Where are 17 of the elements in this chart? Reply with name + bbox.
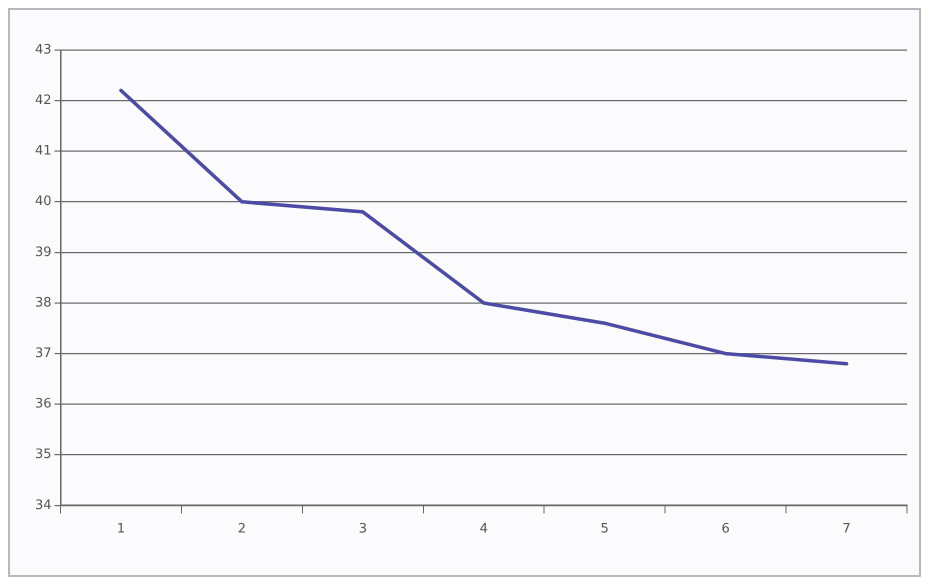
y-tick-label: 38 (34, 295, 52, 310)
y-tick-label: 42 (34, 92, 52, 108)
x-tick-label: 6 (721, 522, 730, 537)
y-tick-label: 36 (34, 396, 52, 412)
y-tick-label: 40 (34, 194, 52, 210)
x-tick-label: 4 (480, 522, 488, 537)
y-tick-label: 39 (34, 244, 52, 260)
x-tick-label: 5 (600, 522, 609, 537)
y-tick-label: 34 (34, 498, 52, 513)
x-tick-label: 7 (842, 522, 851, 537)
x-tick-label: 2 (238, 522, 246, 537)
x-tick-label: 3 (358, 522, 367, 537)
y-tick-label: 37 (34, 346, 52, 361)
y-tick-label: 35 (34, 447, 52, 462)
y-tick-label: 43 (34, 42, 52, 58)
y-tick-label: 41 (34, 144, 52, 159)
x-tick-label: 1 (116, 522, 126, 537)
